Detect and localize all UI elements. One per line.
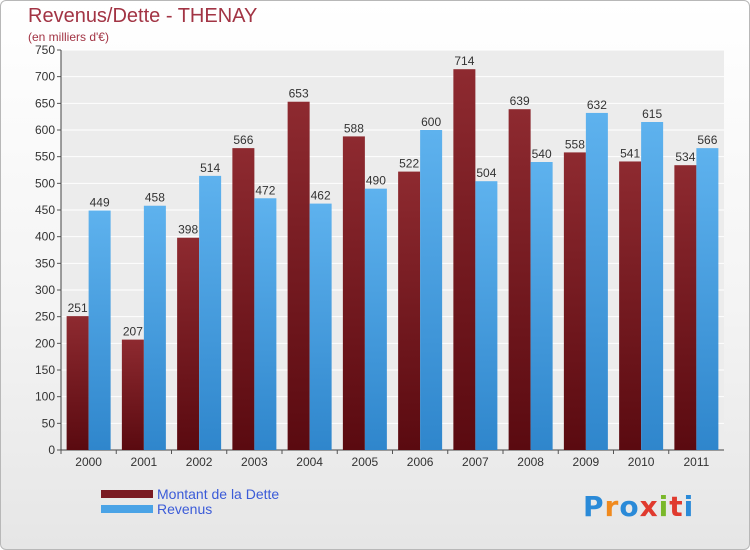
data-label-revenus: 514 <box>200 161 220 175</box>
y-tick-label: 350 <box>35 256 55 270</box>
x-tick-label: 2008 <box>517 455 544 469</box>
x-tick-label: 2003 <box>241 455 268 469</box>
logo-letter: o <box>619 490 640 523</box>
bar-revenus <box>143 205 166 450</box>
data-label-revenus: 632 <box>587 98 607 112</box>
data-label-revenus: 600 <box>421 115 441 129</box>
y-tick-label: 550 <box>35 150 55 164</box>
bar-dette <box>619 161 642 450</box>
data-label-revenus: 566 <box>697 133 717 147</box>
y-tick-label: 0 <box>48 443 55 457</box>
x-tick-label: 2007 <box>462 455 489 469</box>
x-tick-label: 2011 <box>683 455 709 469</box>
bar-revenus <box>641 122 664 450</box>
bar-revenus <box>475 181 498 450</box>
y-tick-label: 250 <box>35 310 55 324</box>
data-label-revenus: 458 <box>145 191 165 205</box>
bar-revenus <box>420 130 443 450</box>
x-tick-label: 2002 <box>186 455 213 469</box>
bar-dette <box>121 339 144 450</box>
x-tick-label: 2005 <box>352 455 379 469</box>
chart-title: Revenus/Dette - THENAY <box>28 5 258 27</box>
logo-letter: i <box>683 490 695 523</box>
bar-dette <box>342 136 365 450</box>
data-label-dette: 558 <box>565 137 585 151</box>
bar-revenus <box>530 162 553 450</box>
legend-label-dette: Montant de la Dette <box>157 486 280 502</box>
chart-subtitle: (en milliers d'€) <box>28 30 109 44</box>
logo-letter: x <box>639 490 659 523</box>
legend-swatch-revenus <box>101 505 153 513</box>
x-tick-label: 2010 <box>628 455 655 469</box>
legend-label-revenus: Revenus <box>157 501 213 517</box>
bar-revenus <box>254 198 277 450</box>
bar-revenus <box>585 112 608 450</box>
x-tick-label: 2000 <box>75 455 102 469</box>
data-label-dette: 522 <box>399 157 419 171</box>
data-label-dette: 639 <box>510 94 530 108</box>
proxiti-logo: Proxiti <box>583 490 694 523</box>
logo-letter: P <box>583 490 605 523</box>
data-label-dette: 398 <box>178 223 198 237</box>
y-tick-label: 300 <box>35 283 55 297</box>
bar-revenus <box>199 175 222 450</box>
legend-swatch-dette <box>101 490 153 498</box>
data-label-dette: 653 <box>289 87 309 101</box>
data-label-revenus: 504 <box>476 166 496 180</box>
y-tick-label: 450 <box>35 203 55 217</box>
data-label-dette: 714 <box>454 54 474 68</box>
bar-dette <box>287 101 310 450</box>
x-tick-label: 2001 <box>131 455 158 469</box>
logo-letter: r <box>604 490 620 523</box>
bar-revenus <box>88 210 111 450</box>
plot-area <box>61 50 724 450</box>
data-label-dette: 251 <box>68 301 88 315</box>
y-tick-label: 750 <box>35 43 55 57</box>
bar-revenus <box>309 203 332 450</box>
data-label-revenus: 615 <box>642 107 662 121</box>
bar-dette <box>232 148 255 450</box>
y-tick-label: 200 <box>35 336 55 350</box>
bar-dette <box>453 69 476 450</box>
x-tick-label: 2004 <box>296 455 323 469</box>
bar-dette <box>398 171 421 450</box>
bar-revenus <box>696 148 719 450</box>
bar-dette <box>177 237 200 450</box>
y-tick-label: 600 <box>35 123 55 137</box>
data-label-dette: 534 <box>675 150 695 164</box>
bar-dette <box>66 316 89 450</box>
data-label-dette: 541 <box>620 146 640 160</box>
bar-dette <box>674 165 697 450</box>
y-tick-label: 150 <box>35 363 55 377</box>
y-tick-label: 100 <box>35 390 55 404</box>
bar-revenus <box>364 188 387 450</box>
x-tick-label: 2006 <box>407 455 434 469</box>
data-label-revenus: 462 <box>311 189 331 203</box>
data-label-revenus: 472 <box>255 183 275 197</box>
y-tick-label: 500 <box>35 176 55 190</box>
data-label-revenus: 449 <box>90 196 110 210</box>
y-tick-label: 700 <box>35 70 55 84</box>
data-label-revenus: 540 <box>532 147 552 161</box>
logo-letter: t <box>669 490 684 523</box>
data-label-dette: 207 <box>123 325 143 339</box>
bar-dette <box>563 152 586 450</box>
data-label-dette: 588 <box>344 121 364 135</box>
y-tick-label: 400 <box>35 230 55 244</box>
data-label-revenus: 490 <box>366 174 386 188</box>
data-label-dette: 566 <box>233 133 253 147</box>
bar-dette <box>508 109 531 450</box>
y-tick-label: 650 <box>35 96 55 110</box>
logo-letter: i <box>658 490 670 523</box>
y-tick-label: 50 <box>42 416 56 430</box>
x-tick-label: 2009 <box>573 455 600 469</box>
